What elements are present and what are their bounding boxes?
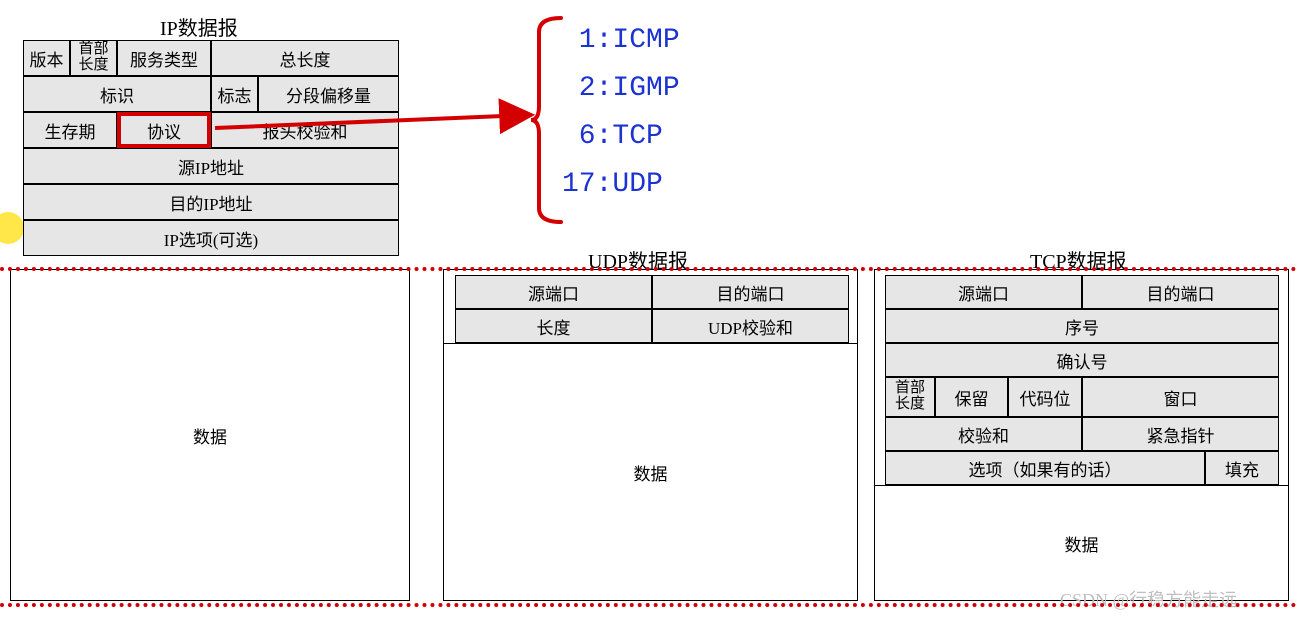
ip-data-box: 数据 [10,269,410,601]
tcp-field-校验和: 校验和 [885,417,1082,451]
ip-field-首部长度: 首部 长度 [70,40,117,76]
ip-field-报头校验和: 报头校验和 [211,112,399,148]
ip-datagram-title: IP数据报 [160,12,238,41]
protocol-icmp: 1:ICMP [562,25,680,56]
udp-field-目的端口: 目的端口 [652,275,849,309]
protocol-tcp: 6:TCP [562,121,663,152]
tcp-data-box: 数据 [874,485,1289,601]
tcp-field-保留: 保留 [935,377,1008,417]
ip-field-生存期: 生存期 [23,112,117,148]
ip-field-总长度: 总长度 [211,40,399,76]
tcp-field-目的端口: 目的端口 [1082,275,1279,309]
protocol-igmp: 2:IGMP [562,73,680,104]
udp-field-UDP校验和: UDP校验和 [652,309,849,343]
tcp-field-选项如果有的话: 选项（如果有的话） [885,451,1205,485]
ip-field-标志: 标志 [211,76,258,112]
tcp-field-填充: 填充 [1205,451,1279,485]
tcp-field-紧急指针: 紧急指针 [1082,417,1279,451]
ip-field-版本: 版本 [23,40,70,76]
protocol-bracket [531,18,561,222]
tcp-field-窗口: 窗口 [1082,377,1279,417]
ip-field-标识: 标识 [23,76,211,112]
ip-field-协议: 协议 [117,112,211,148]
ip-field-源IP地址: 源IP地址 [23,148,399,184]
ip-field-服务类型: 服务类型 [117,40,211,76]
dotted-separator-1 [0,603,1297,607]
ip-field-IP选项(可选): IP选项(可选) [23,220,399,256]
tcp-field-代码位: 代码位 [1008,377,1082,417]
tcp-field-序号: 序号 [885,309,1279,343]
dotted-separator-0 [0,267,1297,271]
tcp-field-确认号: 确认号 [885,343,1279,377]
udp-field-源端口: 源端口 [455,275,652,309]
watermark: CSDN @行稳方能走远 [1060,586,1237,612]
ip-field-分段偏移量: 分段偏移量 [258,76,399,112]
ip-field-目的IP地址: 目的IP地址 [23,184,399,220]
udp-field-长度: 长度 [455,309,652,343]
tcp-field-首部长度: 首部 长度 [885,377,935,417]
udp-data-box: 数据 [443,343,858,601]
tcp-field-源端口: 源端口 [885,275,1082,309]
protocol-udp: 17:UDP [562,169,663,200]
